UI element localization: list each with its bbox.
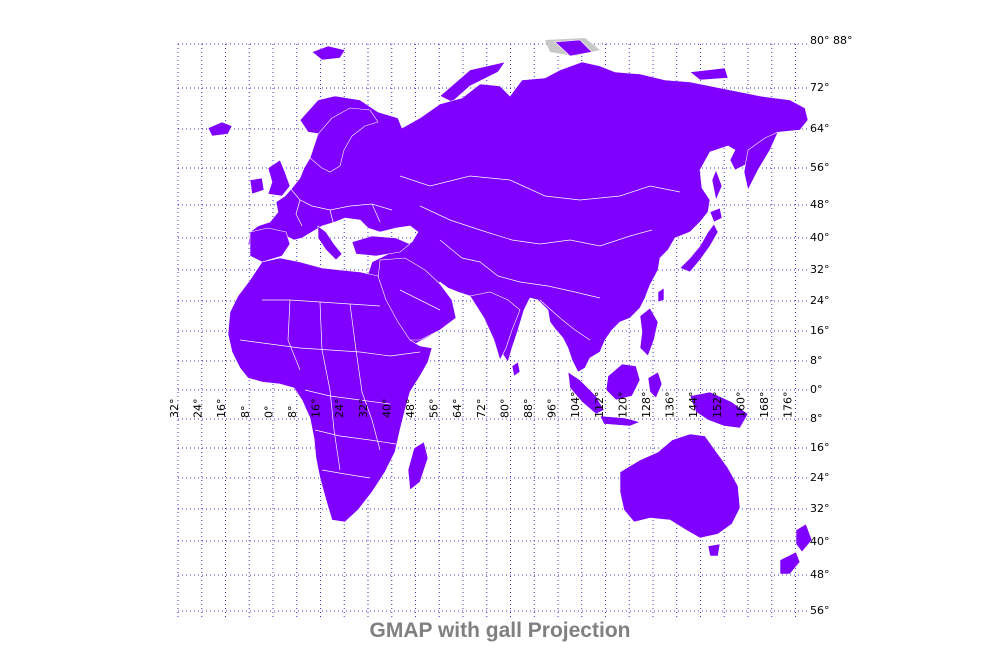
longitude-label: 120° — [616, 392, 629, 419]
australia — [619, 433, 741, 539]
java — [599, 415, 641, 427]
longitude-label: 128° — [640, 392, 653, 419]
longitude-label: 104° — [569, 392, 582, 419]
anatolia — [351, 235, 411, 257]
latitude-label: 16° — [810, 441, 830, 454]
taiwan — [657, 287, 665, 303]
longitude-label: 88° — [522, 399, 535, 419]
longitude-label: 24° — [333, 399, 346, 419]
latitude-label: 40° — [810, 535, 830, 548]
philippines — [639, 307, 659, 357]
latitude-label: 88° — [833, 34, 853, 47]
latitude-label: 48° — [810, 198, 830, 211]
longitude-label: 16° — [215, 399, 228, 419]
longitude-label: 40° — [380, 399, 393, 419]
india — [469, 291, 521, 361]
iberian-peninsula — [249, 227, 291, 263]
latitude-label: 8° — [810, 354, 823, 367]
longitude-label: 32° — [357, 399, 370, 419]
longitude-label: 80° — [498, 399, 511, 419]
land-masses — [207, 38, 813, 575]
latitude-label: 32° — [810, 263, 830, 276]
scandinavia — [309, 107, 379, 173]
longitude-label: 56° — [428, 399, 441, 419]
madagascar — [407, 441, 429, 491]
severnaya-zemlya — [554, 39, 593, 57]
japan — [679, 223, 719, 273]
ireland — [249, 177, 265, 195]
longitude-label: 136° — [664, 392, 677, 419]
latitude-label: 56° — [810, 604, 830, 617]
longitude-label: 16° — [310, 399, 323, 419]
new-siberian-islands — [689, 67, 729, 81]
longitude-label: 112° — [593, 392, 606, 419]
borneo — [605, 363, 641, 401]
latitude-label: 8° — [810, 412, 823, 425]
longitude-label: 160° — [734, 392, 747, 419]
new-zealand-south — [779, 551, 801, 575]
latitude-label: 24° — [810, 471, 830, 484]
latitude-label: 80° — [810, 34, 830, 47]
latitude-label: 24° — [810, 294, 830, 307]
sumatra — [567, 371, 605, 415]
latitude-label: 48° — [810, 568, 830, 581]
longitude-label: 176° — [782, 392, 795, 419]
svalbard — [311, 45, 346, 61]
longitude-label: 8° — [239, 406, 252, 419]
longitude-label: 8° — [286, 406, 299, 419]
hokkaido — [709, 207, 723, 223]
italy — [317, 225, 343, 261]
longitude-label: 168° — [758, 392, 771, 419]
latitude-label: 56° — [810, 161, 830, 174]
longitude-label: 48° — [404, 399, 417, 419]
kamchatka — [743, 131, 779, 191]
new-zealand-north — [795, 523, 813, 553]
sakhalin — [711, 169, 723, 202]
longitude-label: 32° — [168, 399, 181, 419]
iceland — [207, 121, 233, 137]
latitude-label: 72° — [810, 81, 830, 94]
country-borders — [239, 175, 681, 479]
longitude-label: 96° — [546, 399, 559, 419]
map-title: GMAP with gall Projection — [369, 619, 631, 642]
longitude-label: 144° — [687, 392, 700, 419]
longitude-label: 24° — [192, 399, 205, 419]
tasmania — [707, 543, 721, 557]
latitude-label: 40° — [810, 231, 830, 244]
sulawesi — [647, 371, 663, 399]
longitude-label: 64° — [451, 399, 464, 419]
latitude-label: 32° — [810, 502, 830, 515]
latitude-label: 64° — [810, 122, 830, 135]
longitude-label: 0° — [262, 406, 275, 419]
longitude-label: 72° — [475, 399, 488, 419]
latitude-label: 0° — [810, 383, 823, 396]
grid-labels: 80° 88°72°64°56°48°40°32°24°16°8°0°8°16°2… — [168, 34, 853, 617]
great-britain — [267, 159, 291, 197]
sri-lanka — [511, 361, 521, 377]
latitude-label: 16° — [810, 324, 830, 337]
longitude-label: 152° — [711, 392, 724, 419]
new-guinea — [689, 391, 749, 429]
